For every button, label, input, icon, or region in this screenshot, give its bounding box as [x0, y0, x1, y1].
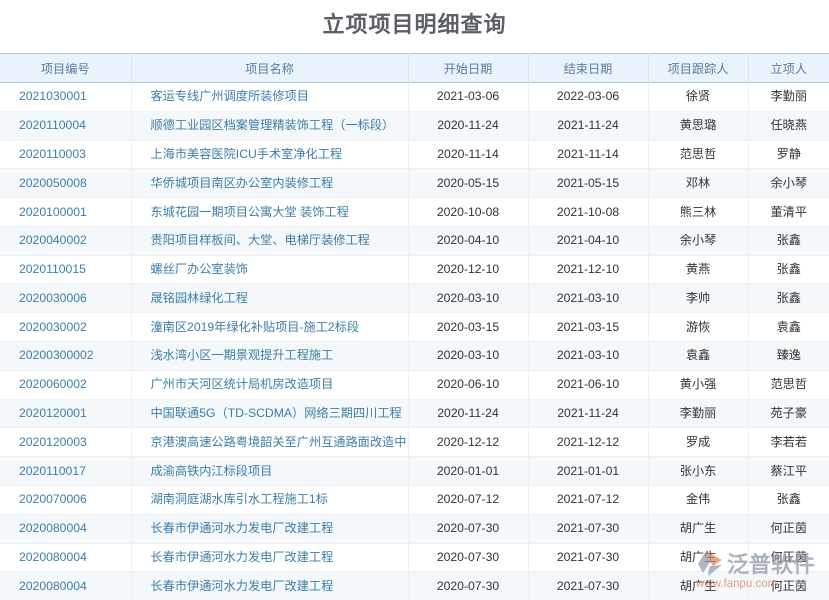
svg-text:www.fanpu.com: www.fanpu.com: [695, 578, 777, 590]
svg-text:泛普软件: 泛普软件: [727, 552, 815, 577]
